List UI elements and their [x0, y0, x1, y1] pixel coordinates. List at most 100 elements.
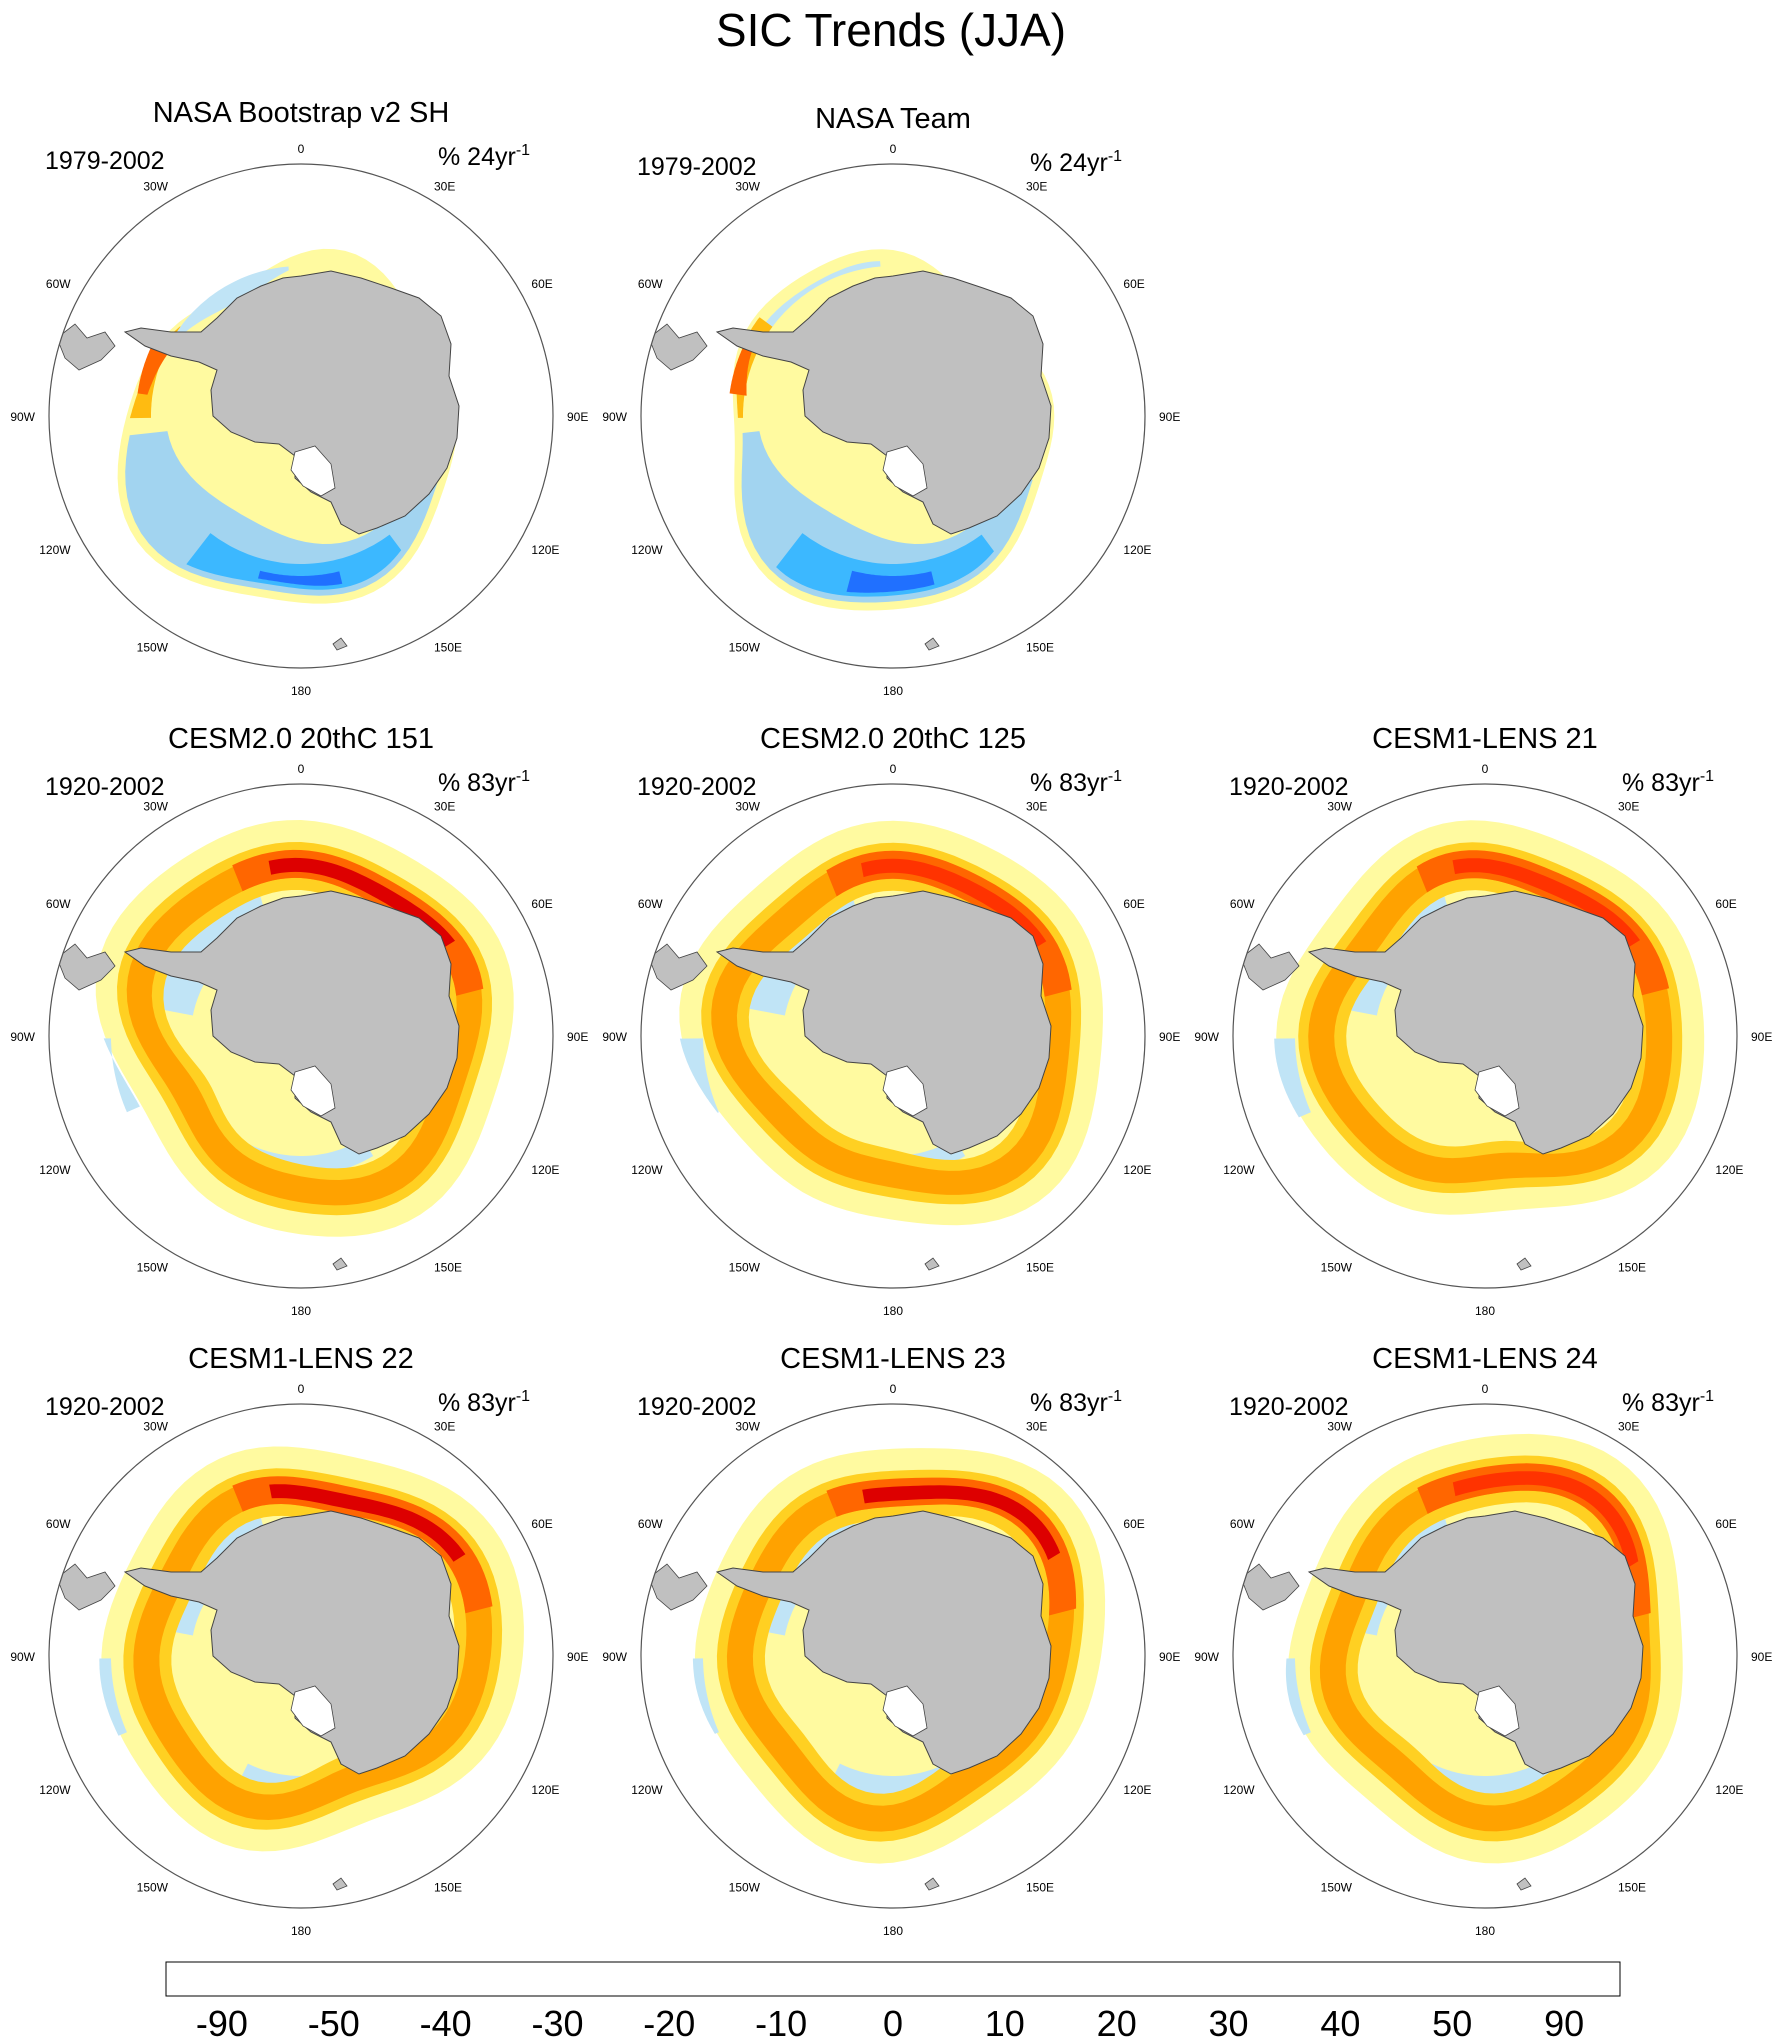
period-label: 1920-2002: [45, 1393, 165, 1421]
panel-title: CESM1-LENS 21: [1372, 723, 1598, 755]
longitude-label-120w: 120W: [631, 543, 663, 557]
ross-ice-shelf: [1474, 1065, 1520, 1117]
longitude-label-180: 180: [883, 1304, 903, 1318]
units-label: % 24yr-1: [438, 142, 530, 171]
colorbar-tick-label: 0: [883, 2003, 903, 2043]
longitude-label-30e: 30E: [434, 800, 455, 814]
longitude-label-0: 0: [298, 1382, 305, 1396]
panel-nasa-team: 0 30E 60E 90E 120E 150E 180 150W 120W 90W 60W 30W NA…: [602, 103, 1180, 698]
longitude-label-60e: 60E: [1123, 1517, 1144, 1531]
panel-title: CESM1-LENS 23: [780, 1343, 1006, 1375]
map-area: [648, 820, 1103, 1271]
panel-cesm1-lens-24: 0 30E 60E 90E 120E 150E 180 150W 120W 90W 60W 30W CE…: [1194, 1343, 1772, 1938]
colorbar-tick-label: -30: [531, 2003, 583, 2043]
longitude-label-90e: 90E: [567, 1030, 588, 1044]
max-negative-segment: [861, 858, 1047, 949]
longitude-label-150e: 150E: [434, 1260, 462, 1274]
period-label: 1979-2002: [45, 147, 165, 175]
longitude-label-90w: 90W: [602, 1650, 627, 1664]
longitude-label-90w: 90W: [1194, 1030, 1219, 1044]
longitude-label-30e: 30E: [434, 180, 455, 194]
figure-title: SIC Trends (JJA): [715, 4, 1067, 56]
longitude-label-180: 180: [291, 1924, 311, 1938]
south-america-tip: [648, 1563, 708, 1611]
longitude-label-150e: 150E: [434, 1880, 462, 1894]
longitude-label-30w: 30W: [735, 180, 760, 194]
longitude-label-120w: 120W: [631, 1163, 663, 1177]
longitude-label-60e: 60E: [531, 897, 552, 911]
longitude-label-150e: 150E: [1026, 1260, 1054, 1274]
map-boundary-circle: [48, 163, 554, 669]
longitude-label-150e: 150E: [1026, 640, 1054, 654]
map-area: [56, 1446, 524, 1891]
units-label: % 83yr-1: [1622, 768, 1714, 797]
ross-ice-shelf: [882, 445, 928, 497]
longitude-label-60e: 60E: [1123, 897, 1144, 911]
longitude-label-120w: 120W: [39, 543, 71, 557]
positive-trend-edge: [1285, 1658, 1311, 1736]
colorbar-tick-label: 40: [1320, 2003, 1360, 2043]
units-exponent: -1: [1108, 768, 1122, 785]
period-label: 1920-2002: [1229, 773, 1349, 801]
map-area: [1240, 820, 1705, 1271]
longitude-label-60w: 60W: [1230, 1517, 1255, 1531]
panel-title: NASA Bootstrap v2 SH: [153, 97, 450, 129]
longitude-label-90w: 90W: [10, 410, 35, 424]
longitude-label-150w: 150W: [729, 1880, 761, 1894]
positive-trend-edge: [1274, 1038, 1311, 1118]
new-zealand-tip: [924, 1877, 940, 1891]
longitude-label-180: 180: [883, 1924, 903, 1938]
longitude-label-60w: 60W: [46, 277, 71, 291]
longitude-label-30e: 30E: [434, 1420, 455, 1434]
strong-positive-trend: [186, 533, 402, 590]
ross-ice-shelf: [290, 445, 336, 497]
new-zealand-tip: [1516, 1257, 1532, 1271]
longitude-label-30w: 30W: [1327, 1420, 1352, 1434]
longitude-label-60e: 60E: [531, 277, 552, 291]
south-america-tip: [648, 943, 708, 991]
negative-trend-ring: [1309, 1455, 1661, 1842]
longitude-label-120e: 120E: [531, 1163, 559, 1177]
map-boundary-circle: [640, 783, 1146, 1289]
units-exponent: -1: [1108, 148, 1122, 165]
longitude-label-60w: 60W: [46, 1517, 71, 1531]
colorbar: -90 -50 -40 -30 -20 -10 0 10 20 30 40 50 90: [165, 1961, 1621, 2043]
longitude-label-150e: 150E: [1618, 1260, 1646, 1274]
longitude-label-0: 0: [298, 762, 305, 776]
period-label: 1920-2002: [1229, 1393, 1349, 1421]
longitude-label-60e: 60E: [1715, 1517, 1736, 1531]
period-label: 1920-2002: [637, 1393, 757, 1421]
panel-cesm1-lens-22: 0 30E 60E 90E 120E 150E 180 150W 120W 90W 60W 30W CE…: [10, 1343, 588, 1938]
panel-title: CESM1-LENS 24: [1372, 1343, 1598, 1375]
longitude-label-150e: 150E: [1618, 1880, 1646, 1894]
longitude-label-120e: 120E: [531, 1783, 559, 1797]
panel-nasa-bootstrap-v2-sh: 0 30E 60E 90E 120E 150E 180 150W 120W 90W 60W 30W NA…: [10, 97, 588, 698]
longitude-label-180: 180: [291, 684, 311, 698]
longitude-label-30e: 30E: [1026, 180, 1047, 194]
longitude-label-0: 0: [1482, 1382, 1489, 1396]
units-label: % 83yr-1: [1030, 768, 1122, 797]
south-america-tip: [1240, 1563, 1300, 1611]
longitude-label-60w: 60W: [1230, 897, 1255, 911]
longitude-label-60w: 60W: [638, 897, 663, 911]
longitude-label-90e: 90E: [567, 410, 588, 424]
map-boundary-circle: [48, 783, 554, 1289]
longitude-label-30w: 30W: [143, 180, 168, 194]
south-america-tip: [56, 323, 116, 371]
units-exponent: -1: [1108, 1388, 1122, 1405]
units-label: % 83yr-1: [438, 768, 530, 797]
longitude-label-150w: 150W: [1321, 1880, 1353, 1894]
longitude-label-180: 180: [291, 1304, 311, 1318]
longitude-label-0: 0: [298, 142, 305, 156]
longitude-label-30w: 30W: [735, 800, 760, 814]
units-exponent: -1: [1700, 1388, 1714, 1405]
longitude-label-150e: 150E: [1026, 1880, 1054, 1894]
longitude-label-150w: 150W: [137, 1260, 169, 1274]
longitude-label-30e: 30E: [1026, 1420, 1047, 1434]
longitude-label-0: 0: [1482, 762, 1489, 776]
panel-cesm1-lens-23: 0 30E 60E 90E 120E 150E 180 150W 120W 90W 60W 30W CE…: [602, 1343, 1180, 1938]
longitude-label-30w: 30W: [735, 1420, 760, 1434]
longitude-label-90w: 90W: [602, 410, 627, 424]
max-positive-trend: [846, 570, 935, 593]
